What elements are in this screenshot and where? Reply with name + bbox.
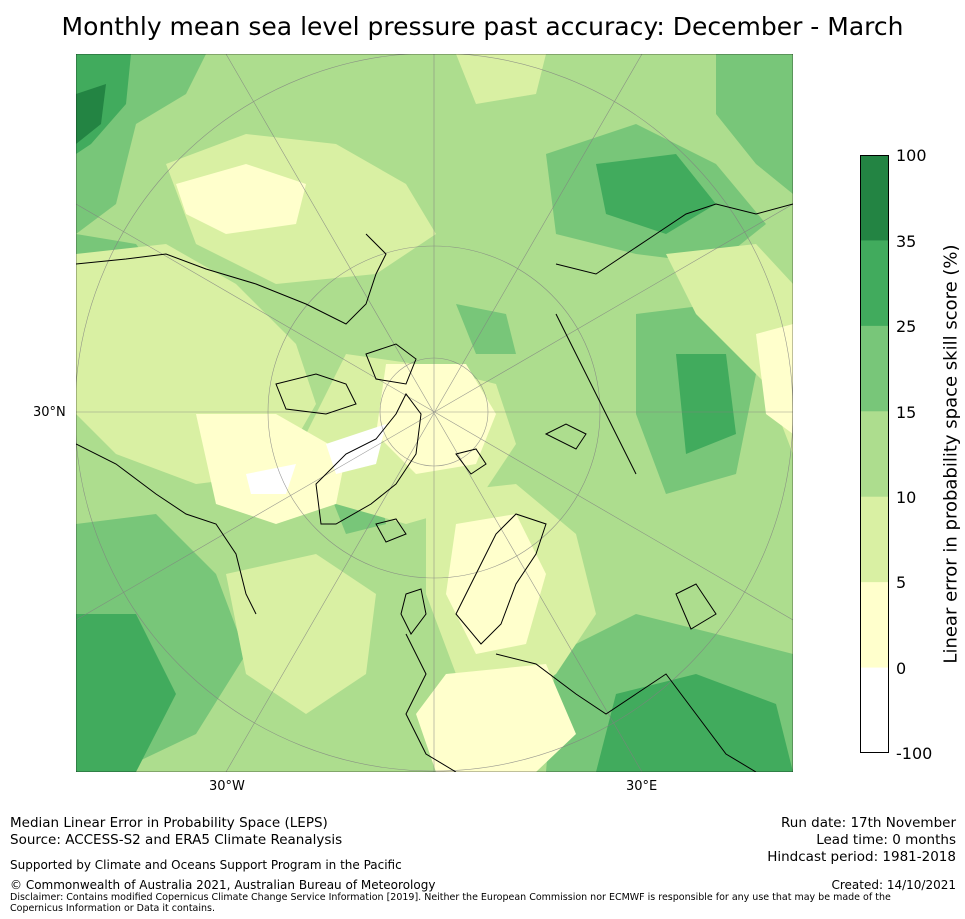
graticule [76,54,793,772]
lon-label-30w: 30°W [209,779,245,794]
field-region-light [226,554,376,714]
field-region-darkest [76,84,106,144]
colorbar-tick: 35 [896,232,917,251]
coastline-north-america [76,233,387,615]
coastline-uk [400,588,427,635]
colorbar-tick: 15 [896,403,917,422]
coastlines [76,203,793,772]
colorbar-tick: 25 [896,317,917,336]
colorbar-band [860,411,889,498]
lat-label-30n: 30°N [33,405,66,420]
colorbar-tick: 100 [896,146,927,165]
footer-method: Median Linear Error in Probability Space… [10,815,328,831]
coastline-arctic-islands [275,343,417,415]
coastline-novaya-zemlya [544,423,587,450]
field-region-dark [456,304,516,354]
coastline-svalbard [455,448,487,475]
colorbar-band [860,240,889,327]
colorbar-band [860,667,889,753]
field-region-dark [596,674,793,772]
field-region-light [416,664,576,772]
footer-copyright: © Commonwealth of Australia 2021, Austra… [10,878,436,892]
coastline-scandinavia [455,513,547,645]
field-region-light [446,514,546,654]
created-date: Created: 14/10/2021 [831,878,956,892]
coastline-greenland [315,393,422,525]
colorbar-band [860,496,889,583]
field-region-light [456,54,546,104]
field-region-light [666,244,793,454]
colorbar-tick: 5 [896,573,907,592]
colorbar-tick: -100 [896,744,933,763]
field-region-light [376,364,496,474]
field-region-dark [76,614,176,772]
footer-source: Source: ACCESS-S2 and ERA5 Climate Reana… [10,832,343,848]
run-date: Run date: 17th November [780,815,956,831]
colorbar-band [860,155,889,241]
field-region-dark [676,354,736,454]
colorbar-band [860,325,889,412]
field-region-light [756,324,793,434]
field-region-light [176,164,306,234]
hindcast-period: Hindcast period: 1981-2018 [767,849,956,865]
coastline-europe [405,633,757,772]
lead-time: Lead time: 0 months [816,832,956,848]
coastline-russia [555,203,793,475]
field-region-negative [246,464,296,494]
colorbar-tick: 0 [896,659,907,678]
colorbar [860,155,889,753]
lon-label-30e: 30°E [626,779,658,794]
field-region-dark [716,54,793,194]
skill-score-map [76,54,793,772]
chart-title: Monthly mean sea level pressure past acc… [61,12,904,41]
footer-disclaimer: Disclaimer: Contains modified Copernicus… [10,892,891,914]
coastline-caspian [675,583,717,630]
colorbar-label: Linear error in probability space skill … [940,244,962,664]
colorbar-tick: 10 [896,488,917,507]
footer-support: Supported by Climate and Oceans Support … [10,858,402,872]
coastline-iceland [375,518,407,543]
colorbar-band [860,582,889,669]
